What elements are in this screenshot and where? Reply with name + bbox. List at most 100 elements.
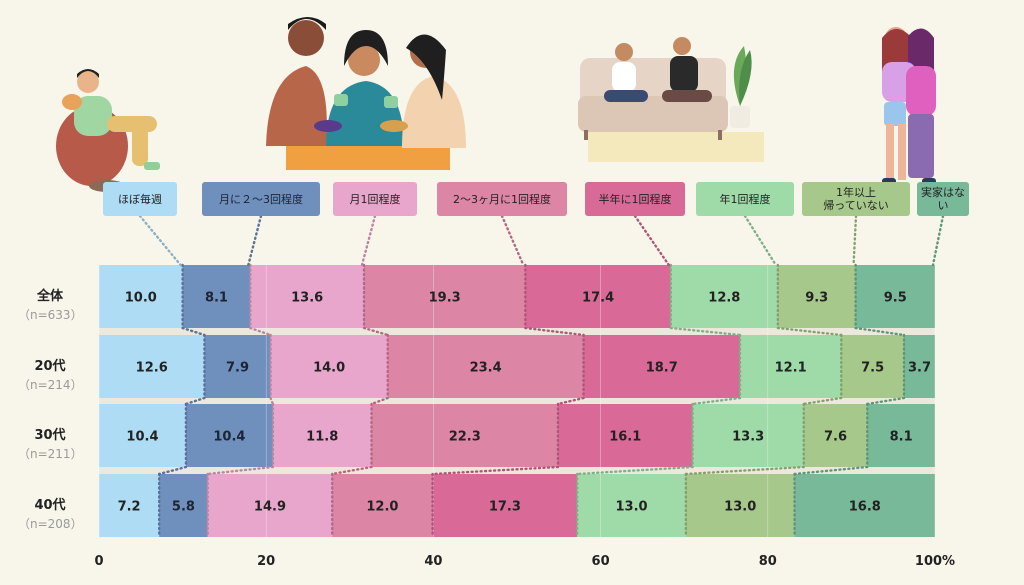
x-tick-label: 20	[257, 554, 275, 569]
data-label: 12.1	[775, 361, 807, 376]
connector-line	[249, 326, 272, 337]
connector-line	[793, 465, 869, 476]
legend-leader-line	[138, 214, 182, 267]
connector-line	[866, 396, 906, 406]
bar-segment-1-4	[583, 335, 741, 398]
bar-segment-3-4	[432, 474, 578, 537]
row-label-title: 30代	[34, 428, 66, 443]
data-label: 3.7	[908, 361, 931, 376]
connector-line	[362, 326, 389, 337]
bar-segment-3-5	[577, 474, 686, 537]
connector-line	[575, 465, 694, 476]
bar-segment-3-2	[207, 474, 333, 537]
connector-line	[854, 326, 906, 337]
bar-segment-3-7	[794, 474, 935, 537]
bar-segment-1-0	[99, 335, 205, 398]
data-label: 11.8	[306, 430, 338, 445]
living-room-couple-illustration	[578, 37, 764, 162]
data-label: 12.0	[366, 500, 398, 515]
connector-line	[157, 465, 188, 476]
bar-segment-3-3	[332, 474, 433, 537]
legend-item: ほぼ毎週	[103, 182, 177, 216]
bar-segment-2-5	[692, 404, 804, 467]
data-label: 12.8	[708, 291, 740, 306]
connector-line	[556, 396, 585, 406]
row-label-count: （n=214）	[18, 378, 83, 392]
person-with-cat-illustration	[56, 69, 160, 192]
data-label: 9.5	[884, 291, 907, 306]
legend-leader-line	[247, 214, 263, 267]
legend-item: 半年に1回程度	[585, 182, 685, 216]
data-label: 23.4	[470, 361, 502, 376]
row-label: 30代 （n=211）	[18, 424, 83, 462]
bar-segment-3-6	[685, 474, 795, 537]
data-label: 5.8	[172, 500, 195, 515]
legend-item: 2〜3ヶ月に1回程度	[437, 182, 567, 216]
legend-leader-line	[360, 214, 377, 267]
bar-segment-3-1	[159, 474, 208, 537]
data-label: 7.2	[118, 500, 141, 515]
legend-item: 1年以上 帰っていない	[802, 182, 910, 216]
legend-leader-line	[852, 214, 858, 267]
bar-segment-2-6	[803, 404, 868, 467]
data-label: 7.5	[861, 361, 884, 376]
legend-leader-line	[500, 214, 525, 267]
legend-leader-line	[633, 214, 671, 267]
data-label: 14.9	[254, 500, 286, 515]
data-label: 10.0	[125, 291, 157, 306]
bar-segment-3-0	[99, 474, 160, 537]
row-label: 全体 （n=633）	[18, 285, 83, 323]
data-label: 22.3	[449, 430, 481, 445]
data-label: 16.8	[849, 500, 881, 515]
data-label: 8.1	[205, 291, 228, 306]
x-tick-label: 80	[759, 554, 777, 569]
connector-line	[331, 465, 373, 476]
connector-line	[524, 326, 585, 337]
bar-segment-2-3	[371, 404, 558, 467]
connector-line	[181, 326, 206, 337]
connector-line	[802, 396, 843, 406]
row-label-title: 40代	[34, 498, 66, 513]
x-tick-label: 100%	[915, 554, 955, 569]
data-label: 13.0	[615, 500, 647, 515]
bar-segment-0-2	[250, 265, 365, 328]
legend-leader-line	[743, 214, 778, 267]
row-label-title: 20代	[34, 359, 66, 374]
data-label: 7.6	[824, 430, 847, 445]
data-label: 17.3	[489, 500, 521, 515]
connector-line	[691, 396, 742, 406]
data-label: 12.6	[136, 361, 168, 376]
x-tick-label: 60	[592, 554, 610, 569]
bar-segment-0-5	[670, 265, 778, 328]
connector-line	[776, 326, 843, 337]
row-label: 40代 （n=208）	[18, 494, 83, 532]
bar-segment-0-1	[182, 265, 251, 328]
data-label: 13.0	[724, 500, 756, 515]
connector-line	[431, 465, 560, 476]
legend-leader-line	[931, 214, 945, 267]
connector-line	[370, 396, 389, 406]
data-label: 7.9	[226, 361, 249, 376]
bar-segment-2-0	[99, 404, 186, 467]
legend-item: 月1回程度	[333, 182, 417, 216]
data-label: 13.6	[291, 291, 323, 306]
bar-segment-2-7	[867, 404, 935, 467]
row-label-count: （n=633）	[18, 308, 83, 322]
friends-drinking-illustration	[266, 17, 466, 170]
data-label: 16.1	[609, 430, 641, 445]
data-label: 9.3	[805, 291, 828, 306]
row-label-count: （n=211）	[18, 447, 83, 461]
data-label: 14.0	[313, 361, 345, 376]
bar-segment-0-3	[364, 265, 526, 328]
row-label: 20代 （n=214）	[18, 355, 83, 393]
data-label: 18.7	[646, 361, 678, 376]
bar-segment-0-0	[99, 265, 183, 328]
row-label-title: 全体	[36, 289, 63, 304]
legend-item: 実家はない	[917, 182, 969, 216]
connector-line	[184, 396, 206, 406]
bar-segment-1-2	[270, 335, 388, 398]
row-label-count: （n=208）	[18, 517, 83, 531]
bar-segment-1-7	[904, 335, 935, 398]
